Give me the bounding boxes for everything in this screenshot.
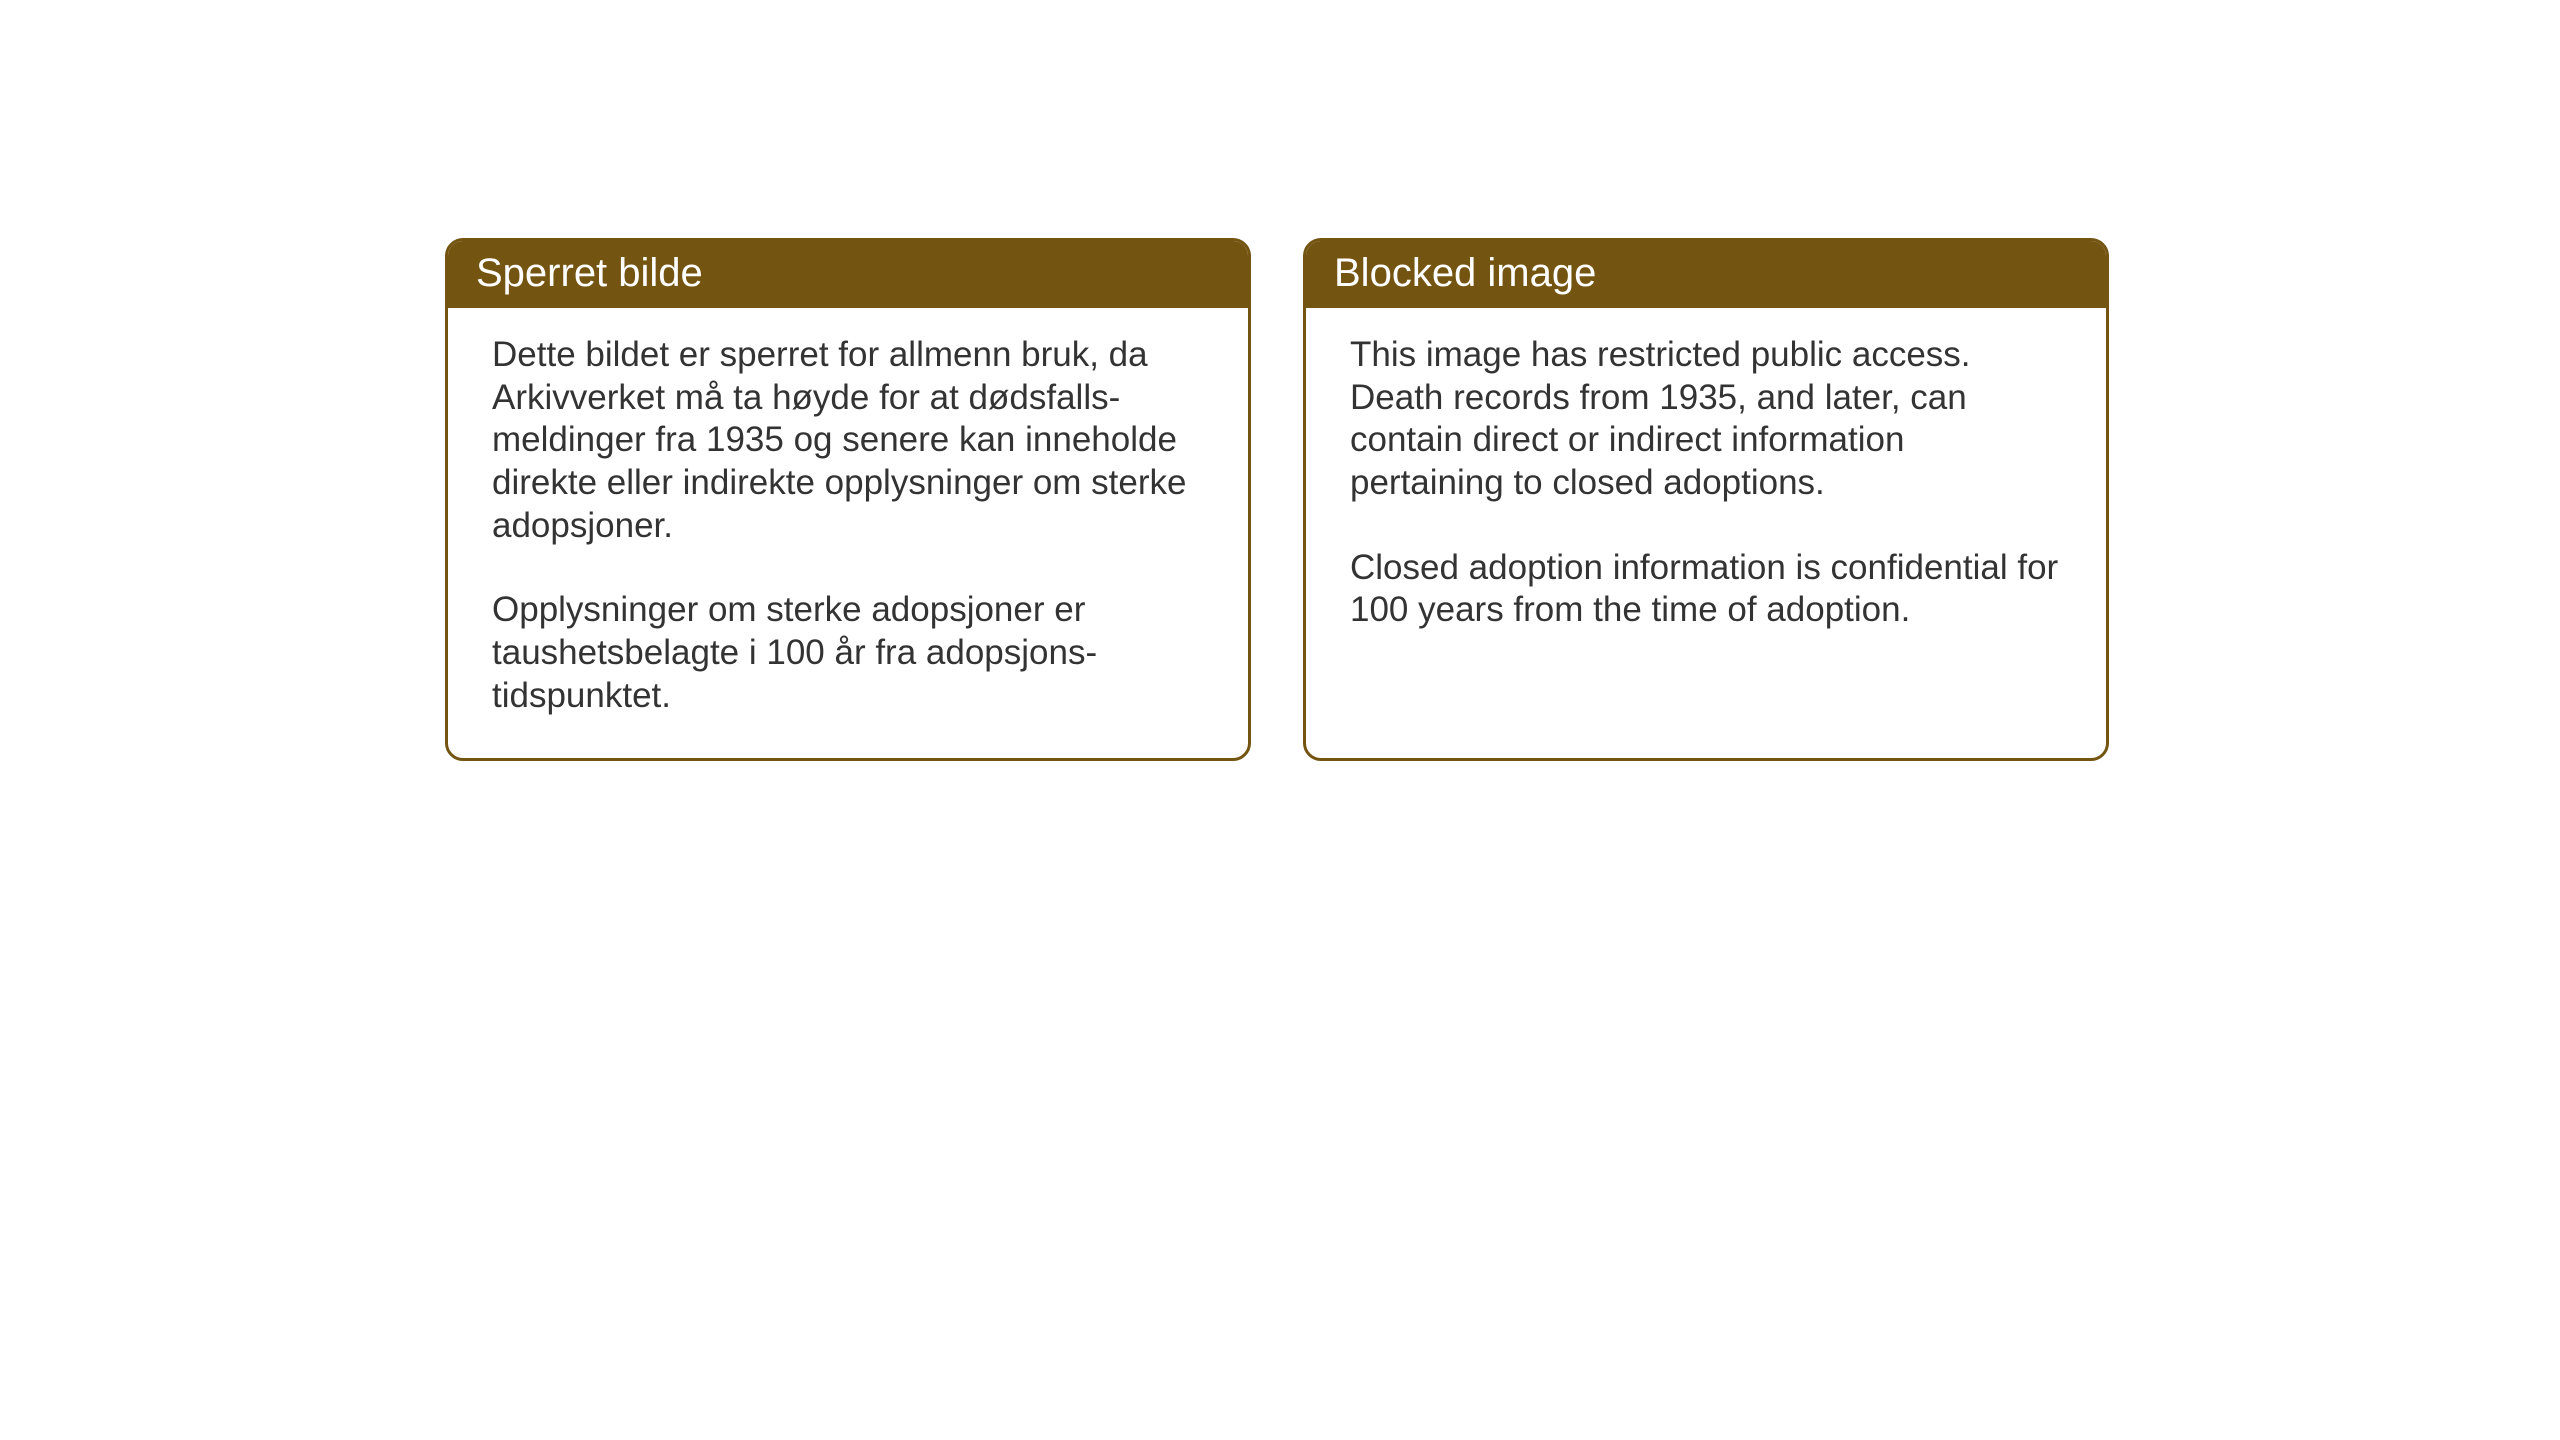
notice-container: Sperret bilde Dette bildet er sperret fo… (445, 238, 2109, 761)
card-title-english: Blocked image (1334, 251, 1596, 295)
paragraph-english-1: This image has restricted public access.… (1350, 334, 2062, 505)
card-header-norwegian: Sperret bilde (448, 241, 1248, 308)
notice-card-norwegian: Sperret bilde Dette bildet er sperret fo… (445, 238, 1251, 761)
paragraph-norwegian-2: Opplysninger om sterke adopsjoner er tau… (492, 589, 1204, 717)
notice-card-english: Blocked image This image has restricted … (1303, 238, 2109, 761)
card-header-english: Blocked image (1306, 241, 2106, 308)
paragraph-english-2: Closed adoption information is confident… (1350, 547, 2062, 632)
card-title-norwegian: Sperret bilde (476, 251, 703, 295)
card-body-norwegian: Dette bildet er sperret for allmenn bruk… (448, 308, 1248, 758)
paragraph-norwegian-1: Dette bildet er sperret for allmenn bruk… (492, 334, 1204, 547)
card-body-english: This image has restricted public access.… (1306, 308, 2106, 718)
